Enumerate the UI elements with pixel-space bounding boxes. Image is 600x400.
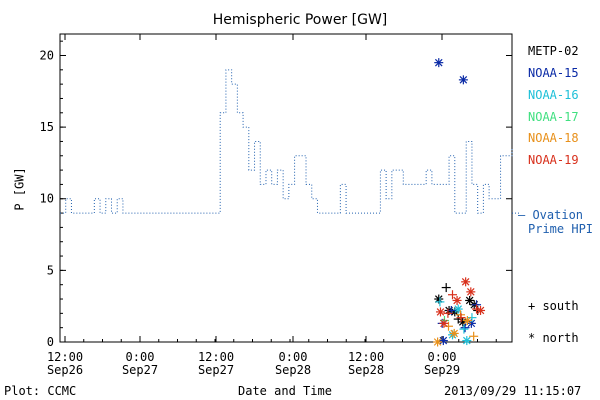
data-point-noaa-16-south — [467, 313, 477, 323]
data-point-noaa-18-south — [469, 331, 479, 341]
data-point-noaa-15-north — [466, 318, 476, 328]
legend-entry-noaa-17: NOAA-17 — [528, 110, 579, 124]
x-tick-label-date: Sep29 — [424, 363, 460, 377]
x-tick-label-date: Sep27 — [122, 363, 158, 377]
y-tick-label: 15 — [40, 120, 54, 134]
data-point-noaa-19-north — [435, 307, 445, 317]
x-tick-label-date: Sep28 — [275, 363, 311, 377]
y-tick-label: 5 — [47, 263, 54, 277]
x-tick-label-time: 0:00 — [428, 350, 457, 364]
data-point-noaa-16-south — [459, 324, 469, 334]
legend-entry-noaa-18: NOAA-18 — [528, 131, 579, 145]
data-point-noaa-15-south — [460, 323, 470, 333]
y-tick-label: 0 — [47, 335, 54, 349]
data-point-noaa-19-north — [461, 277, 471, 287]
legend-entry-metp-02: METP-02 — [528, 44, 579, 58]
data-point-noaa-19-north — [466, 287, 476, 297]
data-point-noaa-15-north — [458, 75, 468, 85]
data-point-noaa-19-south — [443, 308, 453, 318]
y-axis-label: P [GW] — [12, 167, 27, 211]
legend-entry-noaa-19: NOAA-19 — [528, 153, 579, 167]
x-tick-label-date: Sep26 — [47, 363, 83, 377]
data-point-noaa-16-north — [462, 336, 472, 346]
data-point-noaa-18-south — [443, 321, 453, 331]
x-tick-label-date: Sep28 — [348, 363, 384, 377]
data-point-noaa-18-north — [449, 328, 459, 338]
x-tick-label-time: 12:00 — [47, 350, 83, 364]
x-axis-label: Date and Time — [238, 384, 332, 398]
data-point-noaa-19-north — [452, 295, 462, 305]
footer-plot-credit: Plot: CCMC — [4, 384, 77, 398]
legend-south: + south — [528, 299, 579, 313]
legend-entry-noaa-16: NOAA-16 — [528, 88, 579, 102]
footer-timestamp: 2013/09/29 11:15:07 — [444, 384, 582, 398]
chart-title: Hemispheric Power [GW] — [212, 12, 388, 28]
legend-north: * north — [528, 331, 579, 345]
x-tick-label-time: 12:00 — [348, 350, 384, 364]
x-tick-label-time: 0:00 — [126, 350, 155, 364]
data-point-noaa-19-south — [447, 290, 457, 300]
data-point-noaa-18-north — [433, 337, 443, 347]
x-tick-label-time: 0:00 — [279, 350, 308, 364]
data-point-noaa-19-south — [456, 313, 466, 323]
data-point-metp-02-south — [441, 283, 451, 293]
legend-ovation-line2: Prime HPI — [528, 222, 594, 236]
data-point-metp-02-north — [434, 294, 444, 304]
plot-frame — [59, 33, 513, 343]
legend-ovation-line1: — Ovation — [518, 208, 584, 222]
data-point-noaa-15-north — [434, 58, 444, 68]
data-point-noaa-16-south — [435, 297, 445, 307]
x-tick-label-time: 12:00 — [198, 350, 234, 364]
y-tick-label: 20 — [40, 48, 54, 62]
data-point-noaa-18-north — [462, 316, 472, 326]
y-tick-label: 10 — [40, 192, 54, 206]
series-ovation-line — [60, 69, 513, 214]
data-point-noaa-19-north — [476, 305, 486, 315]
legend-entry-noaa-15: NOAA-15 — [528, 66, 579, 80]
x-tick-label-date: Sep27 — [198, 363, 234, 377]
data-point-noaa-16-north — [453, 304, 463, 314]
data-point-noaa-19-north — [439, 318, 449, 328]
data-point-noaa-15-north — [438, 336, 448, 346]
